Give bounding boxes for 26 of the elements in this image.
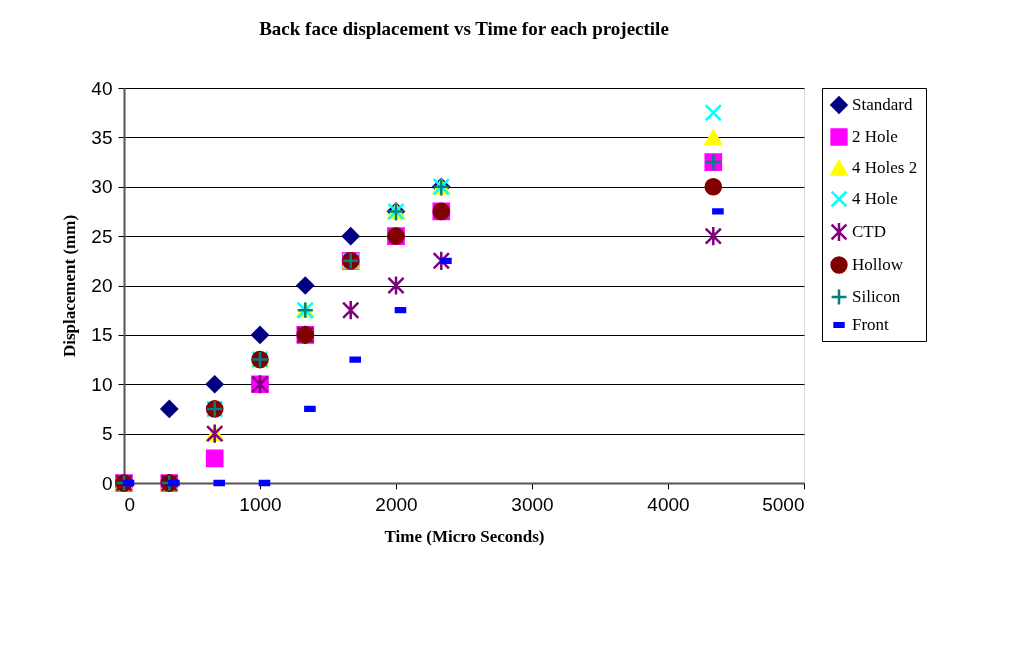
x-tick-label: 1000 <box>239 493 282 515</box>
y-tick-label: 35 <box>91 126 113 148</box>
legend-label: 2 Hole <box>852 127 898 146</box>
y-tick-label: 30 <box>91 176 113 198</box>
y-tick-label: 5 <box>101 423 113 445</box>
chart-title: Back face displacement vs Time for each projectile <box>259 18 669 39</box>
y-tick-label: 10 <box>91 373 113 395</box>
y-tick-label: 15 <box>91 324 113 346</box>
x-tick-label: 4000 <box>647 493 690 515</box>
y-axis-title: Displacement (mm) <box>60 214 80 358</box>
y-tick-label: 40 <box>91 77 113 99</box>
x-tick-label: 3000 <box>511 493 554 515</box>
legend-label: Front <box>852 315 890 334</box>
legend-label: Standard <box>852 95 913 114</box>
legend-label: CTD <box>852 222 886 241</box>
legend-label: Silicon <box>852 287 901 306</box>
x-tick-label: 2000 <box>375 493 418 515</box>
x-tick-label: 0 <box>124 493 136 515</box>
y-tick-label: 20 <box>91 275 113 296</box>
x-axis-title: Time (Micro Seconds) <box>384 526 545 546</box>
legend-label: 4 Hole <box>852 189 898 208</box>
legend-label: 4 Holes 2 <box>852 158 918 177</box>
x-tick-label: 5000 <box>762 493 805 515</box>
y-tick-label: 0 <box>101 472 113 494</box>
legend-label: Hollow <box>852 255 904 274</box>
y-tick-label: 25 <box>91 225 113 247</box>
